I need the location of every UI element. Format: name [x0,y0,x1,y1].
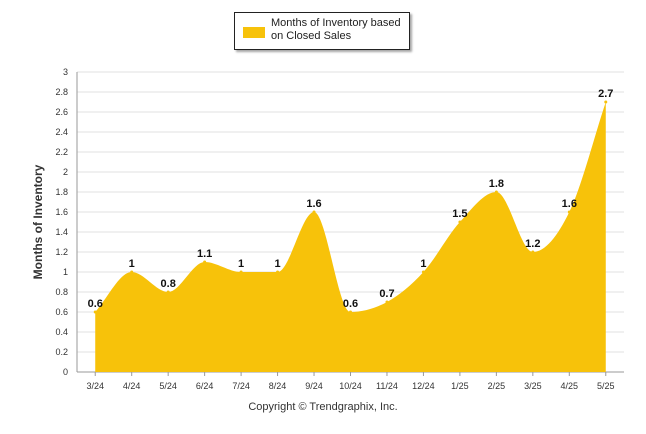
y-tick-label: 1 [63,267,68,277]
data-point [276,270,280,274]
data-point [166,290,170,294]
data-label: 0.6 [343,298,358,310]
data-label: 0.8 [161,278,176,290]
x-tick-label: 8/24 [269,381,287,391]
x-tick-label: 5/24 [159,381,177,391]
y-tick-label: 0 [63,367,68,377]
y-tick-label: 2.8 [55,87,68,97]
data-label: 1.6 [306,198,321,210]
data-label: 1.2 [525,238,540,250]
x-tick-label: 3/24 [86,381,104,391]
data-point [239,270,243,274]
y-tick-label: 0.4 [55,327,68,337]
x-tick-label: 7/24 [232,381,250,391]
data-label: 0.7 [379,288,394,300]
data-label: 2.7 [598,88,613,100]
x-tick-label: 3/25 [524,381,542,391]
y-tick-label: 2.6 [55,107,68,117]
legend-label: Months of Inventory based on Closed Sale… [271,17,401,42]
data-label: 1.6 [562,198,577,210]
x-tick-label: 2/25 [488,381,506,391]
y-tick-label: 1.2 [55,247,68,257]
data-point [130,270,134,274]
x-tick-label: 11/24 [376,381,398,391]
data-point [604,100,608,104]
y-tick-label: 1.6 [55,207,68,217]
data-label: 1.5 [452,208,467,220]
y-tick-label: 0.2 [55,347,68,357]
data-point [458,220,462,224]
legend-swatch [243,27,265,38]
data-label: 1 [238,258,244,270]
data-label: 0.6 [88,298,103,310]
x-tick-label: 4/25 [561,381,579,391]
legend: Months of Inventory based on Closed Sale… [234,12,410,50]
data-point [203,260,207,264]
data-point [93,310,97,314]
y-tick-label: 2 [63,167,68,177]
data-point [494,190,498,194]
data-label: 1 [129,258,135,270]
y-tick-label: 2.2 [55,147,68,157]
y-tick-label: 2.4 [55,127,68,137]
data-point [385,300,389,304]
data-label: 1 [275,258,281,270]
series-area [95,102,606,372]
data-label: 1.1 [197,248,212,260]
copyright-text: Copyright © Trendgraphix, Inc. [248,401,398,413]
x-tick-label: 9/24 [305,381,323,391]
x-tick-label: 1/25 [451,381,469,391]
data-point [349,310,352,314]
y-tick-label: 0.6 [55,307,68,317]
data-point [421,270,425,274]
y-axis-title: Months of Inventory [31,164,45,279]
x-tick-label: 5/25 [597,381,615,391]
x-tick-label: 10/24 [339,381,362,391]
data-point [312,210,316,214]
x-tick-label: 4/24 [123,381,141,391]
data-label: 1 [420,258,426,270]
y-tick-label: 0.8 [55,287,68,297]
data-point [531,250,535,254]
x-tick-label: 6/24 [196,381,214,391]
y-tick-label: 1.4 [55,227,68,237]
y-tick-label: 1.8 [55,187,68,197]
x-tick-label: 12/24 [412,381,435,391]
data-point [567,210,571,214]
data-label: 1.8 [489,178,504,190]
y-tick-label: 3 [63,67,68,77]
